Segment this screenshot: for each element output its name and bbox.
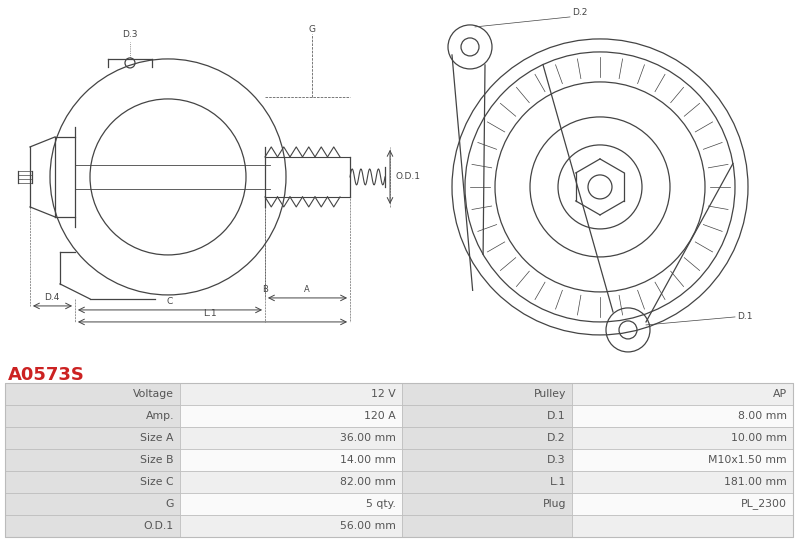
Text: Pulley: Pulley — [534, 389, 566, 399]
Text: 10.00 mm: 10.00 mm — [731, 433, 787, 443]
Text: 36.00 mm: 36.00 mm — [340, 433, 396, 443]
Text: 181.00 mm: 181.00 mm — [724, 477, 787, 487]
Text: D.2: D.2 — [547, 433, 566, 443]
Bar — [402, 471, 572, 493]
Text: C: C — [167, 297, 173, 306]
Text: Size C: Size C — [140, 477, 174, 487]
Bar — [5, 449, 180, 471]
Bar — [180, 471, 402, 493]
Bar — [402, 405, 572, 427]
Bar — [5, 427, 180, 449]
Bar — [180, 383, 402, 405]
Bar — [5, 515, 180, 537]
Bar — [402, 515, 572, 537]
Text: L.1: L.1 — [203, 309, 217, 318]
Bar — [180, 449, 402, 471]
Bar — [572, 383, 793, 405]
Bar — [572, 449, 793, 471]
Bar — [572, 471, 793, 493]
Text: D.1: D.1 — [737, 312, 753, 321]
Bar — [5, 383, 793, 537]
Text: 12 V: 12 V — [371, 389, 396, 399]
Bar — [572, 493, 793, 515]
Text: Plug: Plug — [542, 499, 566, 509]
Text: A: A — [304, 285, 310, 294]
Bar — [5, 405, 180, 427]
Text: A0573S: A0573S — [8, 365, 85, 384]
Text: D.3: D.3 — [122, 30, 138, 39]
Bar — [572, 427, 793, 449]
Bar — [402, 493, 572, 515]
Bar — [402, 427, 572, 449]
Text: 82.00 mm: 82.00 mm — [340, 477, 396, 487]
Text: O.D.1: O.D.1 — [144, 521, 174, 531]
Text: 120 A: 120 A — [364, 411, 396, 421]
Bar — [5, 493, 180, 515]
Bar — [5, 383, 180, 405]
Bar — [180, 493, 402, 515]
Text: L.1: L.1 — [550, 477, 566, 487]
Text: 5 qty.: 5 qty. — [366, 499, 396, 509]
Text: Size B: Size B — [141, 455, 174, 465]
Bar — [180, 427, 402, 449]
Text: Size A: Size A — [141, 433, 174, 443]
Text: D.2: D.2 — [572, 8, 587, 17]
Text: Voltage: Voltage — [133, 389, 174, 399]
Text: AP: AP — [773, 389, 787, 399]
Bar — [402, 449, 572, 471]
Bar — [180, 405, 402, 427]
Text: G: G — [166, 499, 174, 509]
Bar — [572, 405, 793, 427]
Text: PL_2300: PL_2300 — [741, 498, 787, 509]
Text: O.D.1: O.D.1 — [395, 172, 420, 181]
Bar — [402, 383, 572, 405]
Text: D.3: D.3 — [547, 455, 566, 465]
Bar — [5, 471, 180, 493]
Text: G: G — [309, 25, 315, 34]
Text: B: B — [262, 285, 268, 294]
Bar — [572, 515, 793, 537]
Text: 56.00 mm: 56.00 mm — [340, 521, 396, 531]
Text: D.4: D.4 — [44, 293, 60, 302]
Bar — [180, 515, 402, 537]
Text: D.1: D.1 — [547, 411, 566, 421]
Text: M10x1.50 mm: M10x1.50 mm — [708, 455, 787, 465]
Text: Amp.: Amp. — [146, 411, 174, 421]
Text: 14.00 mm: 14.00 mm — [340, 455, 396, 465]
Text: 8.00 mm: 8.00 mm — [738, 411, 787, 421]
